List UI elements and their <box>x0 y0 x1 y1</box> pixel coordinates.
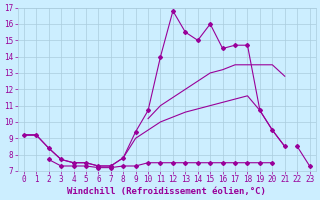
X-axis label: Windchill (Refroidissement éolien,°C): Windchill (Refroidissement éolien,°C) <box>67 187 266 196</box>
